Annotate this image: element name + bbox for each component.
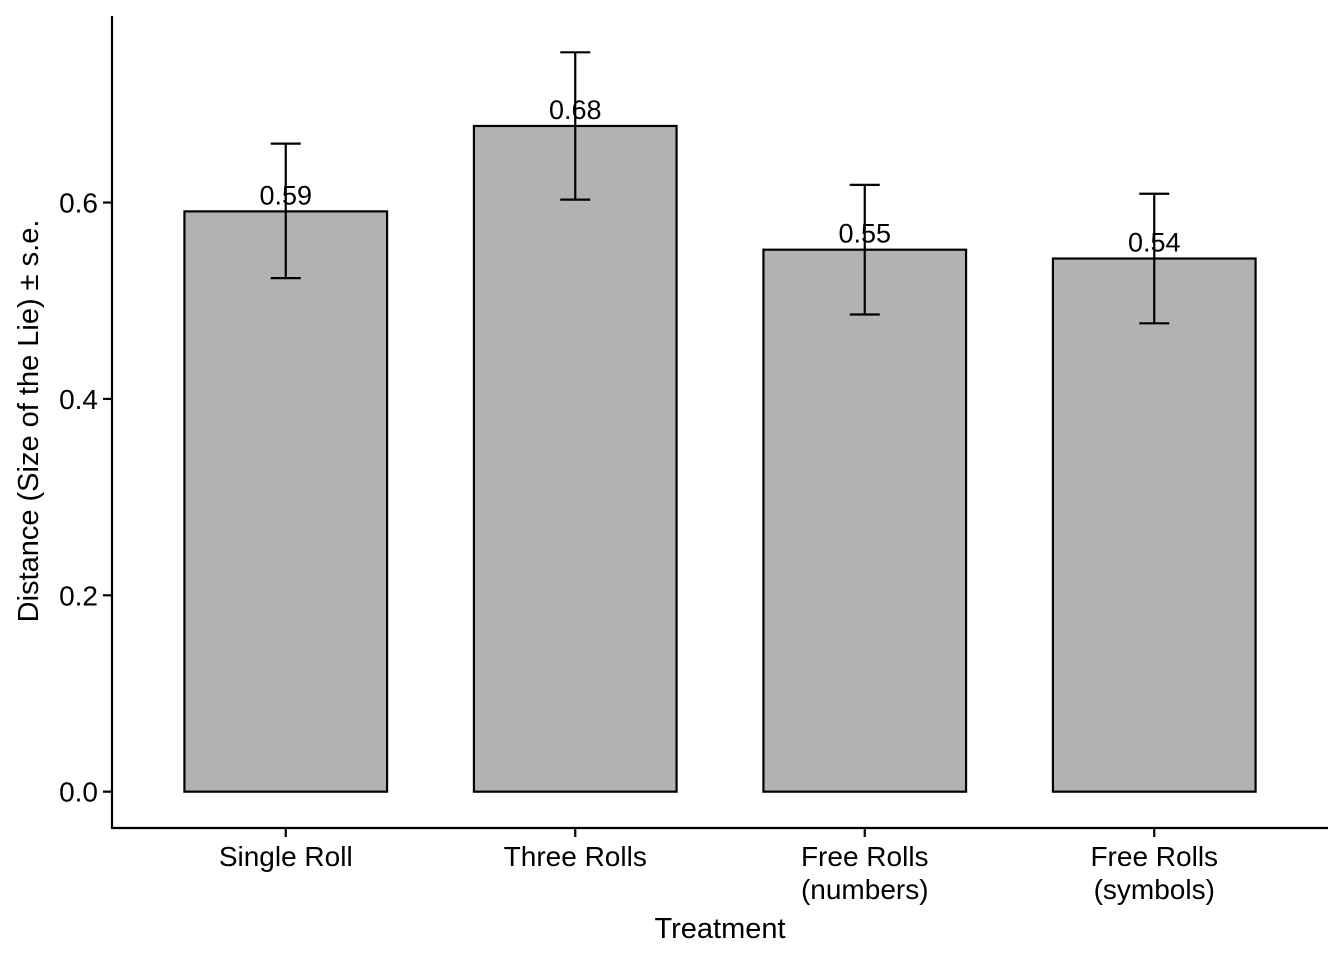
y-ticks-layer: 0.0 0.2 0.4 0.6 (59, 188, 112, 808)
data-label: 0.54 (1128, 228, 1181, 258)
data-labels-layer: 0.59 0.68 0.55 0.54 (259, 95, 1180, 258)
y-tick-label: 0.2 (59, 580, 98, 611)
data-label: 0.55 (838, 219, 891, 249)
bars-layer (183, 124, 1257, 793)
bar (183, 210, 389, 793)
bar (762, 248, 968, 793)
error-bars-layer (270, 51, 1170, 325)
y-axis-title: Distance (Size of the Lie) ± s.e. (13, 220, 45, 623)
x-tick-label: Free Rolls (numbers) (801, 841, 929, 905)
data-label: 0.68 (549, 95, 602, 125)
y-tick-label: 0.4 (59, 384, 98, 415)
bar (472, 124, 678, 793)
data-label: 0.59 (259, 180, 312, 210)
y-tick-label: 0.6 (59, 188, 98, 219)
x-axis-title: Treatment (654, 913, 785, 945)
y-tick-label: 0.0 (59, 777, 98, 808)
x-tick-label: Free Rolls (symbols) (1090, 841, 1218, 905)
axes-layer (110, 16, 1328, 830)
x-tick-label: Three Rolls (504, 841, 647, 872)
x-tick-label: Single Roll (219, 841, 353, 872)
bar (1051, 257, 1257, 793)
x-ticks-layer: Single Roll Three Rolls Free Rolls (numbers… (219, 828, 1218, 905)
